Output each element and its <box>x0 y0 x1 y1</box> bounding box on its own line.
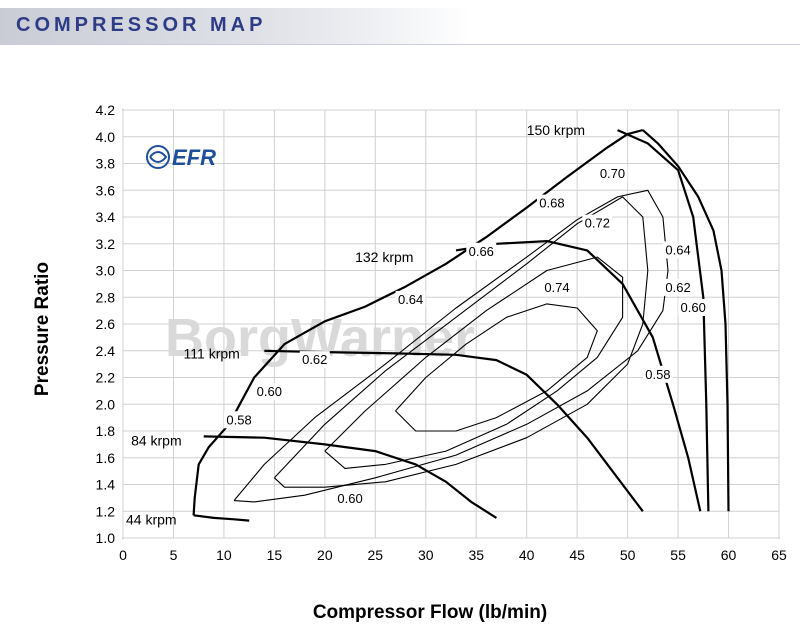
efficiency-label-bg <box>299 351 330 369</box>
efr-logo-swirl-icon <box>146 145 170 169</box>
efficiency-island-2 <box>273 196 649 488</box>
y-tick-label: 4.2 <box>96 102 116 118</box>
page-title: COMPRESSOR MAP <box>16 14 267 36</box>
speed-label: 150 krpm <box>527 122 585 138</box>
y-tick-label: 2.8 <box>96 289 116 305</box>
efr-logo-swirl-inner-icon <box>149 151 168 163</box>
speed-line-1 <box>455 240 702 512</box>
efficiency-label-bg <box>582 214 613 232</box>
y-tick-label: 1.0 <box>96 530 116 546</box>
speed-lines <box>192 129 730 522</box>
x-tick-label: 20 <box>317 547 333 563</box>
y-tick-label: 1.2 <box>96 503 116 519</box>
efficiency-label-bg <box>466 242 497 260</box>
efficiency-label: 0.58 <box>645 367 670 382</box>
x-tick-label: 60 <box>721 547 737 563</box>
y-tick-label: 3.8 <box>96 156 116 172</box>
grid <box>122 109 780 539</box>
x-tick-label: 65 <box>771 547 787 563</box>
efficiency-label-bg <box>541 278 572 296</box>
efficiency-label: 0.74 <box>544 280 569 295</box>
speed-line-0 <box>617 129 710 512</box>
efficiency-label-bg <box>597 165 628 183</box>
efficiency-label: 0.62 <box>302 352 327 367</box>
chart-labels: 150 krpm 132 krpm 111 krpm 84 krpm 44 krpm 0.… <box>126 122 709 527</box>
efficiency-label-bg <box>395 290 426 308</box>
y-tick-label: 1.6 <box>96 450 116 466</box>
y-tick-label: 2.6 <box>96 316 116 332</box>
y-tick-label: 3.0 <box>96 263 116 279</box>
x-tick-label: 35 <box>468 547 484 563</box>
efficiency-label: 0.66 <box>469 244 494 259</box>
efficiency-label-bg <box>536 194 567 212</box>
x-tick-label: 30 <box>418 547 434 563</box>
y-tick-label: 3.6 <box>96 182 116 198</box>
speed-line-4 <box>193 514 250 522</box>
efficiency-label: 0.60 <box>257 384 282 399</box>
efr-logo-text: EFR <box>172 145 216 170</box>
efficiency-label: 0.64 <box>665 242 690 257</box>
x-tick-label: 25 <box>368 547 384 563</box>
efficiency-label: 0.58 <box>226 412 251 427</box>
x-axis-title: Compressor Flow (lb/min) <box>313 602 547 623</box>
efficiency-label-bg <box>254 383 285 401</box>
choke-boundary <box>642 129 730 512</box>
y-tick-labels: 1.0 1.2 1.4 1.6 1.8 2.0 2.2 2.4 2.6 2.8 3.0 3.2 3.4 3… <box>96 102 116 546</box>
x-tick-label: 45 <box>569 547 585 563</box>
efficiency-label-bg <box>663 278 694 296</box>
speed-label: 44 krpm <box>126 511 177 527</box>
x-tick-label: 15 <box>267 547 283 563</box>
x-tick-label: 50 <box>620 547 636 563</box>
efficiency-label: 0.60 <box>681 300 706 315</box>
speed-label: 132 krpm <box>355 249 413 265</box>
y-tick-label: 3.4 <box>96 209 116 225</box>
y-tick-label: 2.4 <box>96 343 116 359</box>
speed-label: 84 krpm <box>131 432 182 448</box>
efficiency-label: 0.70 <box>600 166 625 181</box>
efficiency-label-bg <box>335 490 366 508</box>
y-axis-title: Pressure Ratio <box>32 262 53 396</box>
efficiency-label: 0.62 <box>665 280 690 295</box>
x-tick-labels: 0 5 10 15 20 25 30 35 40 45 50 55 60 65 <box>119 547 787 563</box>
efficiency-label: 0.64 <box>398 292 423 307</box>
efficiency-label-bg <box>642 365 673 383</box>
x-tick-label: 10 <box>216 547 232 563</box>
y-tick-label: 1.8 <box>96 423 116 439</box>
y-tick-label: 3.2 <box>96 236 116 252</box>
surge-line <box>192 129 644 516</box>
x-tick-label: 0 <box>119 547 127 563</box>
x-tick-label: 40 <box>519 547 535 563</box>
efficiency-label-bg <box>224 411 255 429</box>
speed-line-2 <box>264 349 644 512</box>
x-tick-label: 5 <box>170 547 178 563</box>
y-tick-label: 2.2 <box>96 370 116 386</box>
header-band <box>0 8 470 44</box>
efficiency-label-bg <box>663 241 694 259</box>
header-divider <box>0 44 800 45</box>
header: COMPRESSOR MAP <box>0 0 800 50</box>
speed-line-3 <box>203 435 497 519</box>
y-tick-label: 1.4 <box>96 477 116 493</box>
x-tick-label: 55 <box>670 547 686 563</box>
efficiency-island-0 <box>395 303 598 432</box>
y-tick-label: 2.0 <box>96 396 116 412</box>
efficiency-label: 0.60 <box>337 491 362 506</box>
efficiency-label-bg <box>678 298 709 316</box>
efr-logo: EFR <box>146 145 216 170</box>
y-tick-label: 4.0 <box>96 129 116 145</box>
speed-label: 111 krpm <box>184 345 240 361</box>
efficiency-label: 0.68 <box>539 196 564 211</box>
efficiency-label: 0.72 <box>585 216 610 231</box>
